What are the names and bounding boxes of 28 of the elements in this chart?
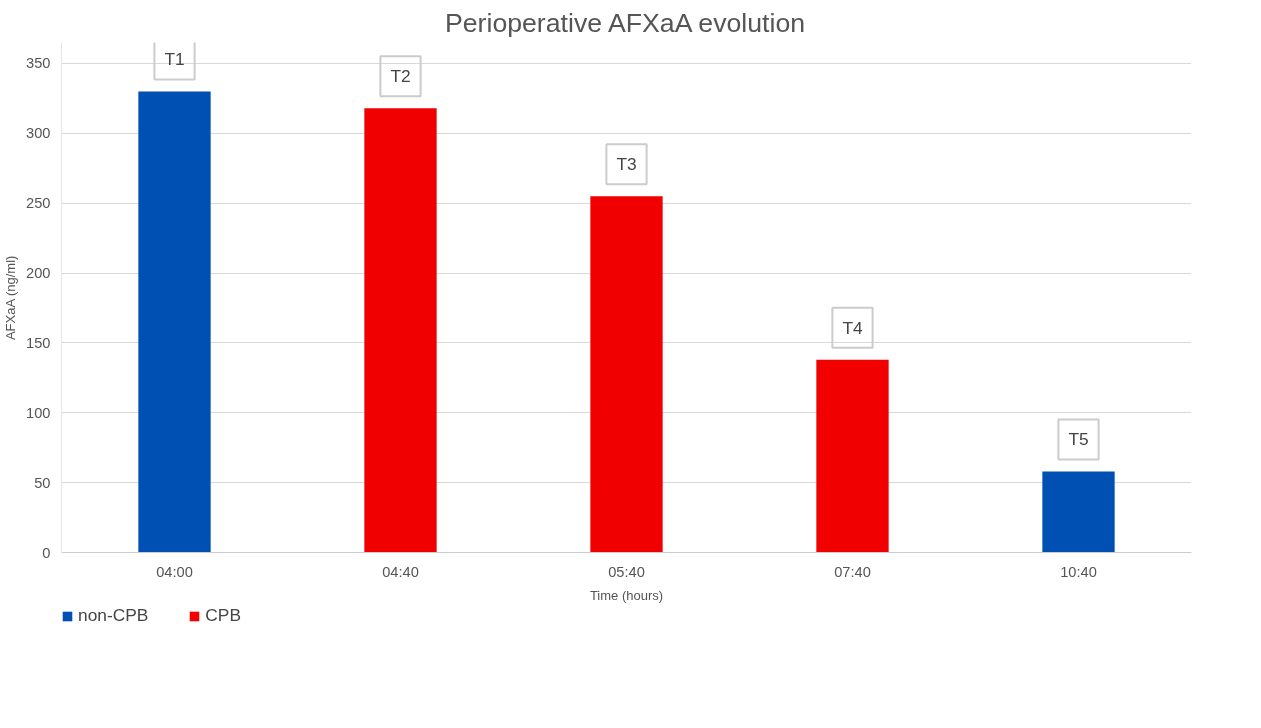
x-tick-label: 10:40 bbox=[1060, 563, 1097, 580]
annotation: T5 bbox=[1068, 429, 1089, 450]
annotation: T4 bbox=[842, 317, 863, 338]
x-axis-title: Time (hours) bbox=[589, 587, 664, 603]
y-tick-label: 250 bbox=[26, 195, 51, 212]
y-tick-label: 300 bbox=[26, 125, 51, 142]
x-tick-label: 07:40 bbox=[834, 563, 871, 580]
bar bbox=[1042, 471, 1115, 553]
y-axis-title: AFXaA (ng/ml) bbox=[3, 255, 19, 341]
y-tick-label: 0 bbox=[42, 544, 51, 561]
bar bbox=[590, 196, 663, 553]
annotation: T3 bbox=[616, 154, 637, 175]
annotation: T1 bbox=[164, 49, 185, 70]
legend-label: non-CPB bbox=[78, 605, 149, 626]
y-tick-label: 100 bbox=[26, 404, 51, 421]
x-tick-label: 04:00 bbox=[156, 563, 193, 580]
annotation: T2 bbox=[390, 66, 411, 87]
chart-title: Perioperative AFXaA evolution bbox=[444, 7, 806, 38]
bar bbox=[364, 108, 437, 553]
y-tick-label: 150 bbox=[26, 334, 51, 351]
x-tick-label: 04:40 bbox=[382, 563, 419, 580]
legend-label: CPB bbox=[205, 605, 241, 626]
y-tick-label: 350 bbox=[26, 55, 51, 72]
y-tick-label: 200 bbox=[26, 265, 51, 282]
bar bbox=[138, 91, 211, 553]
y-tick-label: 50 bbox=[34, 474, 51, 491]
bar bbox=[816, 359, 889, 553]
x-tick-label: 05:40 bbox=[608, 563, 645, 580]
